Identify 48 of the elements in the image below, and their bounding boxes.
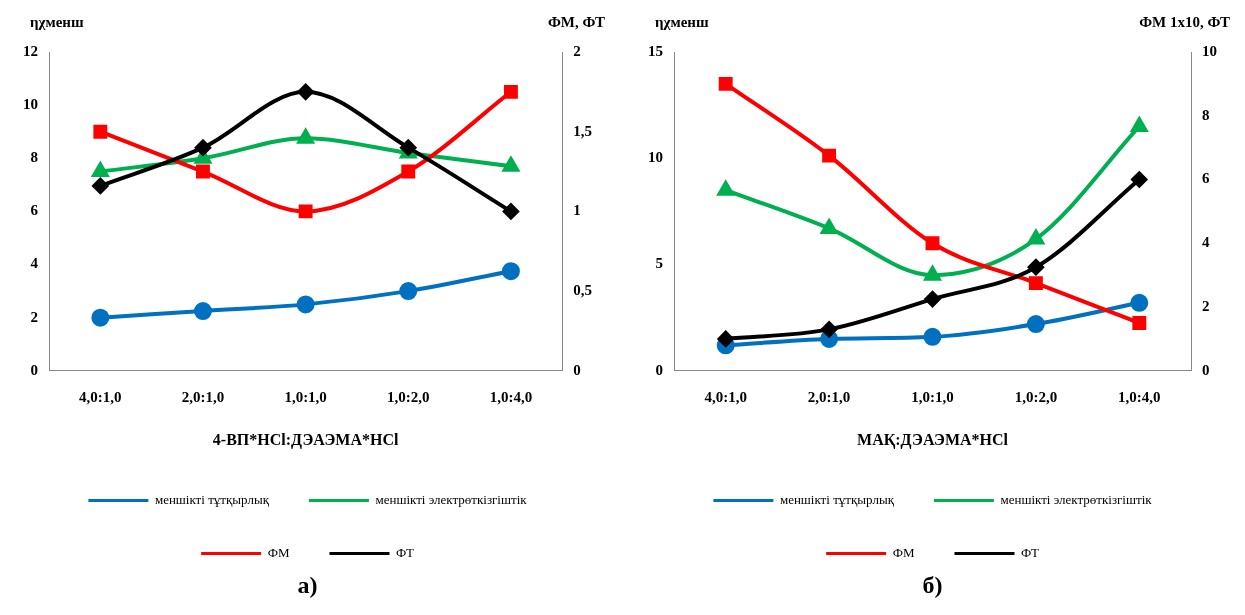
x-tick-label: 2,0:1,0 (807, 388, 851, 405)
y2-tick-label: 0,5 (573, 281, 592, 298)
y-tick-label: 5 (655, 255, 663, 272)
y-tick-label: 10 (23, 96, 38, 113)
legend-label: ФМ (892, 544, 915, 560)
y2-axis-title: ФМ, ФТ (547, 14, 605, 31)
y-tick-label: 2 (30, 308, 38, 325)
y-tick-label: 10 (648, 149, 663, 166)
y2-tick-label: 6 (1202, 170, 1210, 187)
y-tick-label: 12 (23, 42, 38, 59)
y2-tick-label: 1,5 (573, 122, 592, 139)
x-tick-label: 1,0:4,0 (489, 388, 533, 405)
y-axis-title: ηχменш (655, 14, 709, 31)
x-tick-label: 2,0:1,0 (181, 388, 225, 405)
text: а) (296, 572, 319, 599)
y-axis-title: ηχменш (30, 14, 84, 31)
x-axis-title: 4-ВП*HCl:ДЭАЭМА*HCl (212, 430, 399, 449)
legend-label: меншікті тұтқырлық (154, 491, 270, 507)
legend-label: меншікті электрөткізгіштік (375, 491, 528, 507)
legend-label: ФТ (1020, 544, 1039, 560)
y2-tick-label: 0 (1202, 361, 1210, 378)
legend-label: меншікті тұтқырлық (779, 491, 895, 507)
x-tick-label: 4,0:1,0 (79, 388, 122, 405)
y2-tick-label: 8 (1202, 106, 1210, 123)
x-axis-title: МАҚ:ДЭАЭМА*HCl (857, 430, 1009, 449)
y2-tick-label: 2 (1202, 297, 1210, 314)
x-tick-label: 1,0:1,0 (284, 388, 327, 405)
y2-tick-label: 4 (1202, 234, 1210, 251)
y-tick-label: 4 (30, 255, 39, 272)
text: б) (921, 572, 944, 599)
x-tick-label: 1,0:1,0 (911, 388, 954, 405)
y-tick-label: 6 (30, 202, 39, 219)
y2-tick-label: 0 (573, 361, 581, 378)
x-tick-label: 1,0:4,0 (1118, 388, 1161, 405)
y2-axis-title: ФМ 1х10, ФТ (1139, 14, 1230, 31)
x-tick-label: 4,0:1,0 (704, 388, 747, 405)
y-tick-label: 0 (655, 361, 663, 378)
x-tick-label: 1,0:2,0 (387, 388, 430, 405)
y-tick-label: 8 (30, 149, 38, 166)
legend-label: ФМ (267, 544, 290, 560)
x-tick-label: 1,0:2,0 (1014, 388, 1058, 405)
legend-label: ФТ (395, 544, 414, 560)
y2-tick-label: 10 (1202, 42, 1217, 59)
y2-tick-label: 2 (573, 42, 581, 59)
y-tick-label: 0 (30, 361, 38, 378)
y-tick-label: 15 (648, 42, 663, 59)
y2-tick-label: 1 (573, 202, 581, 219)
legend-label: меншікті электрөткізгіштік (1000, 491, 1153, 507)
